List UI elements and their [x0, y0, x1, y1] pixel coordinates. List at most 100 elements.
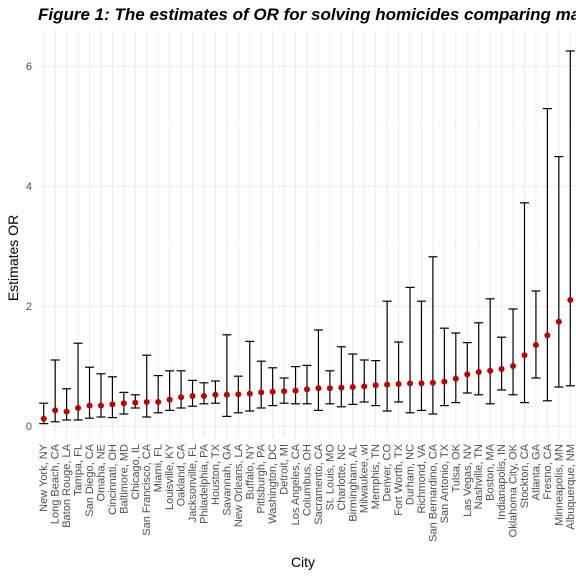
x-tick-label: New Orleans, LA [233, 443, 245, 527]
x-tick-label: Memphis, TN [370, 444, 382, 509]
x-tick-label: Minneapolis, MN [553, 444, 565, 526]
estimate-point [144, 399, 150, 405]
estimate-point [464, 371, 470, 377]
estimate-point [533, 342, 539, 348]
x-tick-label: Miami, FL [153, 444, 165, 492]
x-tick-label: Milwaukee, wI [359, 444, 371, 513]
estimate-point [224, 392, 230, 398]
estimate-point [338, 385, 344, 391]
estimate-point [499, 366, 505, 372]
estimate-point [430, 380, 436, 386]
x-tick-label: Boston, MA [485, 443, 497, 501]
estimate-point [235, 391, 241, 397]
x-tick-label: Chicago, IL [130, 444, 142, 500]
estimate-point [384, 382, 390, 388]
y-tick-label: 6 [26, 61, 32, 73]
estimate-point [64, 409, 70, 415]
estimate-point [510, 363, 516, 369]
x-tick-label: Detroit, MI [279, 444, 291, 495]
x-tick-label: Buffalo, NY [244, 443, 256, 499]
estimate-point [293, 388, 299, 394]
x-tick-label: Cincinnati, OH [107, 444, 119, 515]
x-tick-label: Denver, CO [382, 444, 394, 502]
estimate-point [178, 394, 184, 400]
estimate-point [75, 405, 81, 411]
x-tick-labels: New York, NY Long Beach, CA Baton Rouge, L… [38, 443, 576, 542]
x-tick-label: Baton Rouge, LA [61, 443, 73, 527]
estimate-point [476, 369, 482, 375]
estimate-point [327, 385, 333, 391]
estimate-point [155, 399, 161, 405]
estimate-point [121, 400, 127, 406]
x-tick-label: Durham, NC [405, 444, 417, 505]
estimate-point [407, 380, 413, 386]
x-tick-label: Birmingham, AL [347, 444, 359, 522]
x-tick-label: Sacramento, CA [313, 443, 325, 524]
x-tick-label: Philadelphia, PA [198, 443, 210, 524]
estimate-point [201, 393, 207, 399]
x-tick-label: New York, NY [38, 443, 50, 512]
estimate-point [41, 416, 47, 422]
estimate-point [281, 388, 287, 394]
x-tick-label: Tulsa, OK [450, 443, 462, 492]
y-tick-label: 4 [26, 181, 32, 193]
estimate-point [441, 379, 447, 385]
estimate-point [396, 381, 402, 387]
estimate-point [212, 392, 218, 398]
estimate-point [521, 352, 527, 358]
estimate-point [304, 386, 310, 392]
estimate-point [87, 403, 93, 409]
estimate-point [361, 383, 367, 389]
x-tick-label: Albuquerque, NM [565, 444, 576, 530]
chart-title: Figure 1: The estimates of OR for solvin… [38, 5, 576, 24]
x-tick-label: San Bernardino, CA [427, 443, 439, 541]
x-tick-label: Savannah, GA [221, 443, 233, 515]
estimate-point [487, 368, 493, 374]
estimate-point [567, 297, 573, 303]
x-tick-label: San Antonio, TX [439, 443, 451, 523]
x-tick-label: Oakland, CA [176, 443, 188, 506]
x-tick-label: Long Beach, CA [50, 443, 62, 524]
y-tick-labels: 0 2 4 6 [26, 61, 32, 433]
y-axis-title: Estimates OR [5, 215, 21, 301]
x-tick-label: Omaha, NE [95, 444, 107, 501]
x-tick-label: Los Angeles, CA [290, 443, 302, 525]
x-tick-label: Charlotte, NC [336, 444, 348, 511]
estimate-point [167, 397, 173, 403]
x-tick-label: Columbus, OH [302, 444, 314, 516]
estimate-point [190, 393, 196, 399]
x-tick-label: Fresno, CA [542, 443, 554, 499]
x-axis-title: City [291, 554, 315, 570]
x-tick-label: Baltimore, MD [118, 444, 130, 514]
estimate-point [109, 401, 115, 407]
x-tick-label: Fort Worth, TX [393, 443, 405, 515]
estimate-point [544, 332, 550, 338]
x-tick-label: Houston, TX [210, 443, 222, 505]
estimate-point [453, 376, 459, 382]
estimate-point [350, 384, 356, 390]
y-tick-label: 2 [26, 301, 32, 313]
x-tick-label: San Francisco, CA [141, 443, 153, 535]
x-tick-label: Indianapolis, IN [496, 444, 508, 520]
x-tick-label: Richmond, VA [416, 443, 428, 513]
estimate-point [418, 380, 424, 386]
estimate-point [247, 391, 253, 397]
x-tick-label: Las Vegas, NV [462, 443, 474, 516]
estimate-point [52, 407, 58, 413]
x-tick-label: Nashville, TN [473, 444, 485, 509]
estimate-point [270, 389, 276, 395]
x-tick-label: Louisville, KY [164, 443, 176, 510]
x-tick-label: Washington, DC [267, 444, 279, 524]
x-tick-label: Stockton, CA [519, 443, 531, 508]
x-tick-label: Atlanta, GA [530, 443, 542, 500]
x-tick-label: Tampa, FL [73, 444, 85, 496]
y-tick-label: 0 [26, 421, 32, 433]
x-tick-label: St. Louis, MO [324, 444, 336, 511]
estimate-point [556, 319, 562, 325]
estimate-point [98, 403, 104, 409]
x-tick-label: Pittsburgh, PA [256, 443, 268, 513]
estimate-point [373, 382, 379, 388]
estimate-point [315, 385, 321, 391]
estimate-point [258, 389, 264, 395]
